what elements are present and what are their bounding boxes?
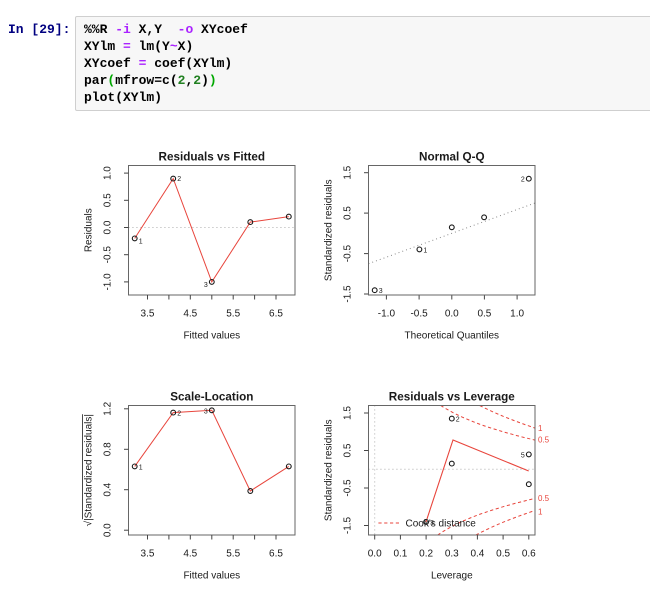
svg-text:1.0: 1.0 [510,309,524,320]
svg-text:5.5: 5.5 [226,549,240,560]
svg-text:0.0: 0.0 [103,523,114,537]
svg-text:-0.5: -0.5 [343,245,354,263]
svg-text:1.2: 1.2 [103,401,114,415]
svg-text:3: 3 [430,520,434,527]
svg-text:5.5: 5.5 [226,309,240,320]
svg-text:5: 5 [521,452,525,459]
svg-text:0.6: 0.6 [522,549,536,560]
svg-text:1: 1 [423,247,427,254]
svg-text:3: 3 [204,282,208,289]
svg-text:2: 2 [521,177,525,184]
svg-text:-0.5: -0.5 [103,246,114,264]
svg-text:Residuals vs Fitted: Residuals vs Fitted [159,151,266,164]
svg-text:2: 2 [456,417,460,424]
svg-text:Scale-Location: Scale-Location [170,391,253,404]
svg-text:-0.5: -0.5 [343,479,354,497]
svg-text:0.5: 0.5 [103,193,114,207]
svg-text:Standardized residuals: Standardized residuals [324,179,335,281]
svg-text:0.0: 0.0 [368,549,382,560]
svg-text:1: 1 [139,238,143,245]
svg-text:-1.0: -1.0 [103,273,114,291]
svg-text:0.1: 0.1 [393,549,407,560]
svg-text:0.5: 0.5 [343,206,354,220]
svg-text:1.5: 1.5 [343,406,354,420]
svg-text:4.5: 4.5 [183,309,197,320]
svg-text:Cook's distance: Cook's distance [406,519,477,530]
svg-text:1: 1 [538,424,543,433]
svg-text:3: 3 [379,288,383,295]
svg-text:6.5: 6.5 [269,309,283,320]
svg-text:0.2: 0.2 [419,549,433,560]
svg-text:1: 1 [139,464,143,471]
svg-text:2: 2 [177,176,181,183]
svg-text:0.5: 0.5 [477,309,491,320]
svg-text:0.5: 0.5 [538,436,550,445]
svg-text:3.5: 3.5 [141,549,155,560]
svg-text:Residuals: Residuals [84,208,95,252]
svg-text:-1.5: -1.5 [343,516,354,534]
svg-text:Residuals vs Leverage: Residuals vs Leverage [389,391,516,404]
svg-text:1: 1 [538,508,543,517]
svg-text:√|Standardized residuals|: √|Standardized residuals| [83,414,95,526]
svg-text:Theoretical Quantiles: Theoretical Quantiles [405,331,500,342]
svg-text:0.0: 0.0 [445,309,459,320]
svg-text:Normal Q-Q: Normal Q-Q [419,151,485,164]
svg-text:0.3: 0.3 [445,549,459,560]
svg-text:6.5: 6.5 [269,549,283,560]
svg-text:-1.0: -1.0 [378,309,396,320]
svg-text:0.4: 0.4 [103,482,114,496]
svg-text:Fitted values: Fitted values [183,331,240,342]
svg-text:0.8: 0.8 [103,442,114,456]
svg-text:0.5: 0.5 [538,494,550,503]
svg-text:Fitted values: Fitted values [183,571,240,582]
svg-text:0.5: 0.5 [496,549,510,560]
svg-text:Leverage: Leverage [431,571,473,582]
svg-text:Standardized residuals: Standardized residuals [324,419,335,521]
svg-text:0.4: 0.4 [470,549,484,560]
svg-text:0.0: 0.0 [103,220,114,234]
svg-text:3.5: 3.5 [141,309,155,320]
svg-text:0.5: 0.5 [343,443,354,457]
svg-text:-1.5: -1.5 [343,285,354,303]
svg-text:4.5: 4.5 [183,549,197,560]
svg-text:1.0: 1.0 [103,166,114,180]
svg-text:-0.5: -0.5 [410,309,428,320]
svg-text:1.5: 1.5 [343,165,354,179]
svg-text:3: 3 [204,408,208,415]
svg-text:2: 2 [177,411,181,418]
